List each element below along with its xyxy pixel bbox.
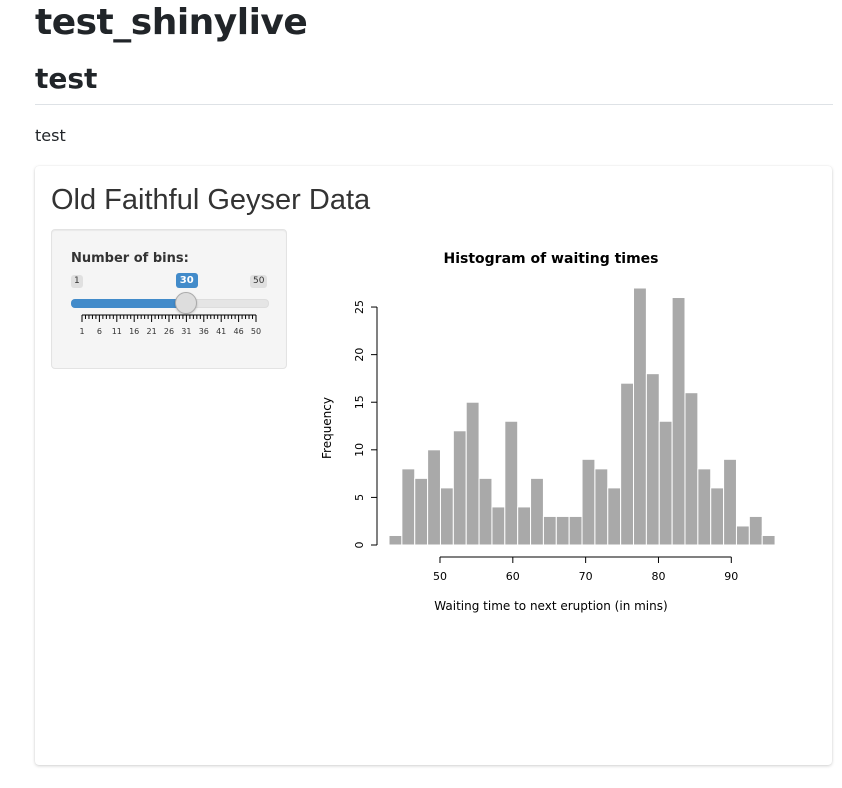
slider-tick-label: 50 <box>251 327 261 336</box>
histogram-bar <box>491 506 506 546</box>
chart-title: Histogram of waiting times <box>443 251 658 267</box>
histogram-bar <box>633 287 647 546</box>
section-heading: test <box>35 62 98 95</box>
histogram-bar <box>478 477 493 546</box>
histogram-bar <box>401 468 416 546</box>
page-title: test_shinylive <box>35 2 308 43</box>
histogram-bar <box>735 525 750 546</box>
slider-value-label: 30 <box>175 273 198 288</box>
paragraph-text: test <box>35 126 66 145</box>
histogram-bar <box>414 477 429 546</box>
y-tick-label: 5 <box>353 494 366 501</box>
histogram-bar <box>530 477 544 546</box>
histogram-bar <box>427 449 441 546</box>
slider-max-label: 50 <box>250 275 268 288</box>
histogram-bar <box>761 534 776 546</box>
histogram-bar <box>568 515 583 546</box>
y-tick-label: 20 <box>353 348 366 362</box>
slider-tick-label: 11 <box>112 327 122 336</box>
histogram-bar <box>607 487 622 546</box>
x-tick-label: 90 <box>724 570 738 583</box>
slider-tick-label: 31 <box>181 327 191 336</box>
slider-tick-label: 21 <box>147 327 157 336</box>
divider <box>35 104 833 105</box>
slider-tick-label: 26 <box>164 327 174 336</box>
x-tick-label: 50 <box>433 570 447 583</box>
histogram-bar <box>542 515 557 546</box>
slider-handle[interactable] <box>174 292 197 314</box>
histogram-bar <box>388 534 403 546</box>
y-axis-label: Frequency <box>320 397 334 459</box>
slider-tick-label: 6 <box>97 327 102 336</box>
slider-track-fill <box>71 299 186 308</box>
x-tick-label: 80 <box>651 570 665 583</box>
histogram-bar <box>620 382 635 546</box>
histogram-bar <box>452 430 467 546</box>
histogram-bar <box>581 458 596 546</box>
histogram-bar <box>504 420 519 546</box>
slider-ticks: 1 6 11 16 21 26 31 36 41 46 50 <box>79 314 261 336</box>
histogram-bar <box>658 420 673 546</box>
sidebar-panel: Number of bins: 1 50 30 1 6 11 16 21 26 31 36 41… <box>51 229 287 369</box>
histogram-bar <box>439 487 454 546</box>
histogram-bar <box>684 392 699 546</box>
histogram-bar <box>517 506 532 546</box>
x-axis-label: Waiting time to next eruption (in mins) <box>434 599 667 613</box>
histogram-bar <box>697 468 712 546</box>
slider-tick-label: 1 <box>79 327 84 336</box>
slider-tick-label: 41 <box>216 327 226 336</box>
histogram-bar <box>555 515 570 546</box>
histogram-bar <box>645 373 660 546</box>
histogram-bar <box>723 458 737 546</box>
slider-tick-label: 36 <box>199 327 209 336</box>
x-tick-label: 60 <box>506 570 520 583</box>
histogram-bar <box>671 297 686 546</box>
slider-label: Number of bins: <box>71 251 189 266</box>
y-tick-label: 15 <box>353 395 366 409</box>
histogram-bar <box>748 515 763 546</box>
slider-min-label: 1 <box>71 275 83 288</box>
y-tick-label: 25 <box>353 300 366 314</box>
slider-tick-label: 16 <box>129 327 139 336</box>
x-tick-label: 70 <box>579 570 593 583</box>
y-tick-label: 0 <box>353 542 366 549</box>
histogram-bar <box>594 468 609 546</box>
app-title: Old Faithful Geyser Data <box>51 184 371 216</box>
slider-tick-label: 46 <box>234 327 244 336</box>
histogram-plot: Histogram of waiting times Waiting time … <box>320 251 776 613</box>
shiny-app-card: Old Faithful Geyser Data Number of bins:… <box>35 166 832 765</box>
histogram-bar <box>465 401 480 546</box>
histogram-bar <box>710 487 725 546</box>
y-tick-label: 10 <box>353 443 366 457</box>
